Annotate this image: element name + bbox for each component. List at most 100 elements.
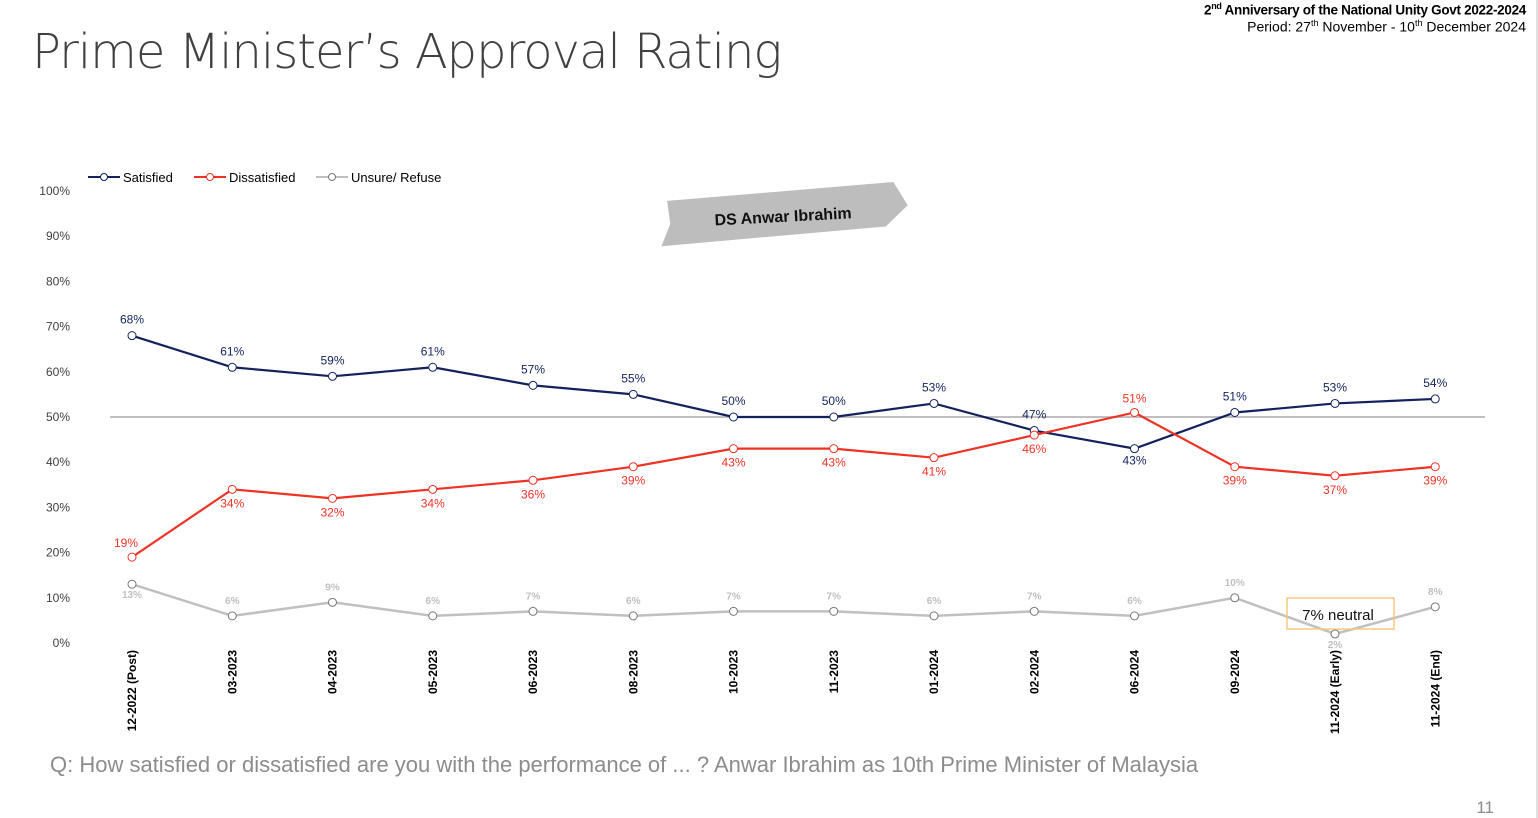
survey-question: Q: How satisfied or dissatisfied are you…	[50, 752, 1199, 777]
data-point	[1130, 611, 1139, 621]
data-point	[528, 475, 538, 485]
data-point	[1130, 407, 1139, 417]
data-label: 43%	[822, 456, 846, 470]
data-label: 39%	[1223, 474, 1247, 488]
data-point	[1430, 394, 1440, 404]
period-b: November - 10	[1318, 18, 1415, 35]
data-point	[1130, 444, 1139, 454]
data-label: 61%	[220, 344, 244, 358]
series-unsure-refuse: 13% 6% 9% 6% 7% 6% 7% 7% 6% 7% 6% 10% 2% 8%	[122, 578, 1443, 651]
data-label: 10%	[1225, 578, 1245, 589]
data-label: 51%	[1122, 391, 1146, 405]
page-title: Prime Minister’s Approval Rating	[32, 24, 782, 80]
data-point	[628, 611, 638, 621]
data-point	[929, 398, 939, 408]
data-label: 51%	[1223, 389, 1247, 403]
data-point	[227, 611, 237, 621]
legend-label: Unsure/ Refuse	[351, 170, 441, 185]
data-point	[1029, 606, 1039, 616]
y-tick-label: 90%	[46, 229, 70, 243]
data-label: 50%	[822, 394, 846, 408]
data-label: 54%	[1423, 376, 1447, 390]
data-point	[929, 611, 939, 621]
data-point	[528, 606, 538, 616]
data-point	[1230, 407, 1240, 417]
data-point	[227, 362, 237, 372]
data-label: 36%	[521, 487, 545, 501]
data-point	[729, 412, 738, 422]
data-label: 43%	[721, 456, 745, 470]
data-label: 55%	[621, 371, 645, 385]
data-label: 37%	[1323, 483, 1347, 497]
y-tick-label: 70%	[46, 320, 70, 334]
y-tick-label: 30%	[46, 500, 70, 514]
data-label: 6%	[1127, 596, 1142, 607]
x-tick-label: 09-2024	[1228, 650, 1242, 694]
data-point	[328, 371, 337, 381]
y-tick-label: 100%	[39, 184, 70, 198]
subtitle-num: 2	[1203, 2, 1212, 18]
data-label: 53%	[922, 380, 946, 394]
x-tick-label: 08-2023	[626, 650, 640, 694]
period-sup1: th	[1310, 18, 1319, 28]
data-point	[1430, 602, 1440, 612]
series-line	[131, 411, 1436, 559]
data-label: 61%	[421, 344, 445, 358]
data-label: 34%	[421, 496, 445, 510]
data-point	[1230, 593, 1240, 603]
x-tick-label: 06-2023	[526, 650, 540, 694]
data-label: 53%	[1323, 380, 1347, 394]
data-point	[628, 462, 638, 472]
annotation-text: 7% neutral	[1302, 607, 1374, 624]
legend-marker	[206, 173, 214, 181]
subtitle-text: Anniversary of the National Unity Govt 2…	[1221, 2, 1527, 18]
banner-shape	[661, 182, 908, 247]
data-point	[829, 606, 839, 616]
report-period: Period: 27th November - 10th December 20…	[1247, 18, 1526, 35]
data-point	[428, 611, 438, 621]
period-sup2: th	[1414, 18, 1423, 28]
y-tick-label: 20%	[46, 546, 70, 560]
data-point	[528, 380, 538, 390]
legend: Satisfied Dissatisfied Unsure/ Refuse	[88, 170, 441, 185]
x-tick-label: 10-2023	[727, 650, 741, 694]
data-label: 57%	[521, 362, 545, 376]
data-label: 7%	[726, 591, 741, 602]
series-satisfied: 68% 61% 59% 61% 57% 55% 50% 50% 53% 47% 43% 51% 53% 5…	[120, 313, 1448, 468]
x-tick-label: 04-2023	[326, 650, 340, 694]
data-point	[428, 362, 438, 372]
banner: DS Anwar Ibrahim	[661, 182, 908, 247]
legend-marker	[328, 173, 336, 181]
data-label: 6%	[626, 596, 641, 607]
y-axis: 0% 10% 20% 30% 40% 50% 60% 70% 80% 90% 100%	[39, 184, 70, 650]
x-tick-label: 06-2024	[1128, 650, 1142, 694]
period-a: Period: 27	[1247, 18, 1311, 35]
data-point	[628, 389, 638, 399]
legend-label: Satisfied	[123, 170, 173, 185]
data-label: 8%	[1428, 587, 1443, 598]
x-tick-label: 12-2022 (Post)	[125, 650, 139, 731]
y-tick-label: 0%	[53, 636, 71, 650]
data-label: 43%	[1122, 454, 1146, 468]
data-label: 7%	[526, 591, 541, 602]
legend-label: Dissatisfied	[229, 170, 295, 185]
data-point	[729, 444, 738, 454]
x-axis: 12-2022 (Post) 03-2023 04-2023 05-2023 06-20…	[125, 650, 1442, 734]
data-point	[1330, 629, 1340, 639]
data-label: 6%	[426, 596, 441, 607]
report-subtitle: 2nd Anniversary of the National Unity Go…	[1204, 1, 1526, 18]
data-label: 47%	[1022, 408, 1046, 422]
series-group: 68% 61% 59% 61% 57% 55% 50% 50% 53% 47% 43% 51% 53% 5…	[114, 313, 1448, 651]
y-tick-label: 60%	[46, 365, 70, 379]
data-point	[127, 331, 137, 341]
y-tick-label: 80%	[46, 274, 70, 288]
data-point	[829, 444, 839, 454]
data-label: 7%	[827, 591, 842, 602]
data-point	[328, 597, 337, 607]
data-label: 19%	[114, 536, 138, 550]
series-line	[131, 334, 1436, 450]
data-label: 6%	[225, 596, 240, 607]
data-label: 39%	[1423, 474, 1447, 488]
x-tick-label: 05-2023	[426, 650, 440, 694]
